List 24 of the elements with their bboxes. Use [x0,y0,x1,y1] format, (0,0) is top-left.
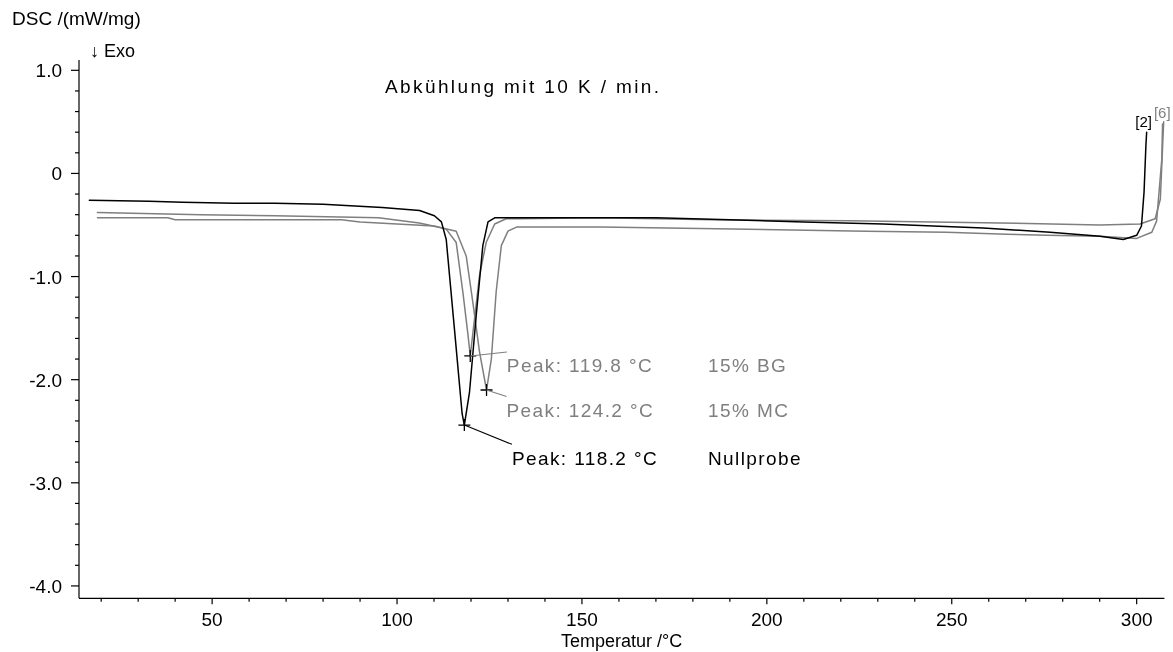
annotation: Peak: 119.8 °C [506,355,654,377]
x-axis-title: Temperatur /°C [561,631,683,651]
annotation: Nullprobe [708,447,802,469]
x-tick-label: 250 [935,609,968,631]
annotation: ↓ Exo [90,41,136,61]
y-tick-label: -3.0 [29,472,62,494]
annotation: 15% MC [708,400,790,422]
x-tick-label: 200 [751,609,783,631]
y-tick-label: -1.0 [29,266,62,288]
y-tick-label: -4.0 [29,575,62,597]
x-tick-label: 100 [381,609,413,631]
annotation: Peak: 124.2 °C [506,400,655,422]
y-tick-label: 1.0 [35,60,62,82]
annotation: Peak: 118.2 °C [511,447,659,469]
x-tick-label: 150 [566,609,598,631]
text: Abkühlung mit 10 K / min. [385,76,662,97]
annotation: [2] [1135,113,1152,131]
x-tick-label: 50 [201,609,223,631]
y-tick-label: -2.0 [29,369,62,391]
annotation: [6] [1153,103,1171,121]
y-tick-label: 0 [51,163,62,185]
y-axis-title: DSC /(mW/mg) [12,8,141,29]
x-tick-label: 300 [1120,609,1153,631]
annotation: 15% BG [708,355,788,377]
